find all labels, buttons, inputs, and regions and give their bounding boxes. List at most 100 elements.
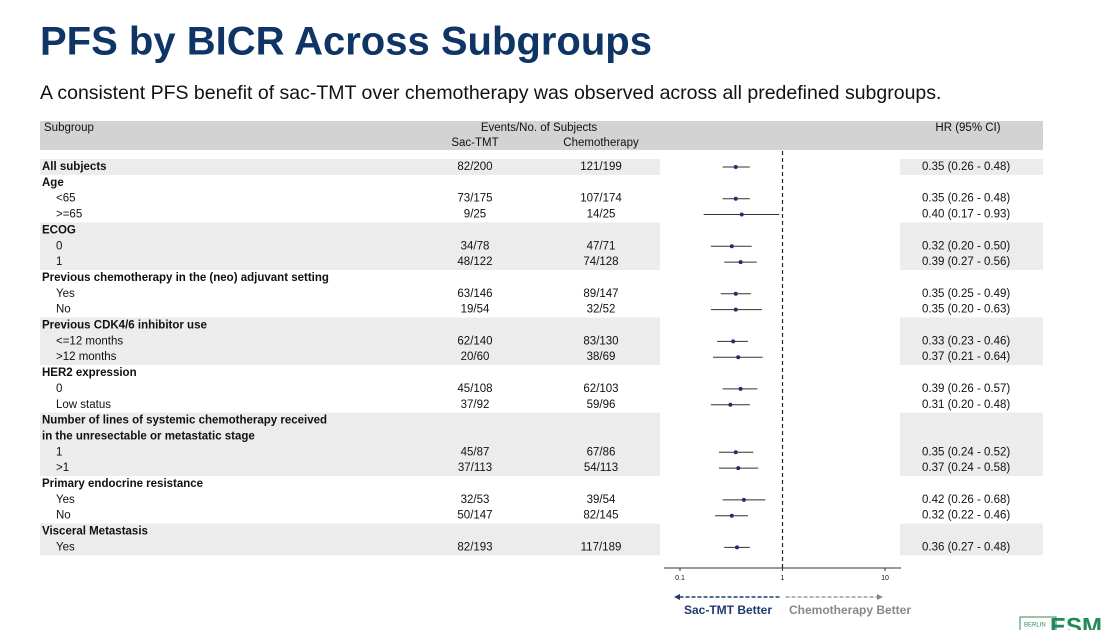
- hr-point: [735, 545, 740, 550]
- row-label: >=65: [56, 209, 82, 221]
- hr-label: 0.40 (0.17 - 0.93): [922, 209, 1010, 221]
- row-label: >1: [56, 462, 69, 474]
- hr-point: [736, 355, 741, 360]
- left-label: Sac-TMT Better: [684, 603, 772, 617]
- arm2-events: 47/71: [587, 240, 616, 252]
- hr-label: 0.35 (0.25 - 0.49): [922, 288, 1010, 300]
- arm2-events: 74/128: [583, 256, 618, 268]
- right-label: Chemotherapy Better: [789, 603, 911, 617]
- row-band: [900, 539, 1043, 556]
- hr-label: 0.35 (0.26 - 0.48): [922, 161, 1010, 173]
- left-arrowhead: [674, 594, 680, 600]
- row-label: Yes: [56, 288, 75, 300]
- hr-label: 0.33 (0.23 - 0.46): [922, 335, 1010, 347]
- arm2-events: 32/52: [587, 304, 616, 316]
- logo-box: [1019, 616, 1057, 630]
- arm2-events: 14/25: [587, 209, 616, 221]
- hr-label: 0.39 (0.26 - 0.57): [922, 383, 1010, 395]
- arm1-events: 82/200: [457, 161, 492, 173]
- row-band: [900, 444, 1043, 461]
- row-label: <=12 months: [56, 335, 123, 347]
- row-label: Yes: [56, 541, 75, 553]
- plot: All subjects 82/200 121/199 0.35 (0.26 - 0.…: [42, 151, 1010, 617]
- row-label: Low status: [56, 399, 111, 411]
- hr-label: 0.42 (0.26 - 0.68): [922, 494, 1010, 506]
- row-label: >12 months: [56, 351, 117, 363]
- arm2-events: 67/86: [587, 446, 616, 458]
- arm2-events: 107/174: [580, 193, 622, 205]
- row-band: [900, 460, 1043, 476]
- header-events: Events/No. of Subjects: [481, 122, 598, 134]
- hr-point: [739, 212, 744, 217]
- arm1-events: 62/140: [457, 335, 492, 347]
- arm1-events: 82/193: [457, 541, 492, 553]
- hr-point: [733, 196, 738, 201]
- hr-label: 0.37 (0.24 - 0.58): [922, 462, 1010, 474]
- header-band: [40, 121, 1043, 150]
- row-label: 1: [56, 446, 62, 458]
- arm1-events: 34/78: [461, 240, 490, 252]
- hr-point: [729, 513, 734, 518]
- hr-point: [733, 450, 738, 455]
- row-band: [900, 317, 1043, 334]
- row-band: [900, 333, 1043, 350]
- row-band: [40, 412, 660, 445]
- row-label: Previous chemotherapy in the (neo) adjuv…: [42, 272, 329, 284]
- row-label: <65: [56, 193, 76, 205]
- arm1-events: 19/54: [461, 304, 490, 316]
- row-band: [40, 460, 660, 476]
- row-label: No: [56, 304, 71, 316]
- row-band: [40, 444, 660, 461]
- arm2-events: 82/145: [583, 510, 618, 522]
- arm1-events: 20/60: [461, 351, 490, 363]
- arm2-events: 83/130: [583, 335, 618, 347]
- row-label: HER2 expression: [42, 367, 137, 379]
- header-hr: HR (95% CI): [935, 122, 1000, 134]
- row-label: Previous CDK4/6 inhibitor use: [42, 320, 207, 332]
- arm1-events: 63/146: [457, 288, 492, 300]
- arm2-events: 121/199: [580, 161, 622, 173]
- arm2-events: 39/54: [587, 494, 616, 506]
- hr-point: [738, 386, 743, 391]
- x-tick-label: 10: [881, 575, 889, 582]
- arm1-events: 48/122: [457, 256, 492, 268]
- hr-label: 0.39 (0.27 - 0.56): [922, 256, 1010, 268]
- hr-point: [736, 466, 741, 471]
- hr-label: 0.35 (0.20 - 0.63): [922, 304, 1010, 316]
- arm1-events: 45/108: [457, 383, 492, 395]
- row-label: 0: [56, 240, 62, 252]
- arm2-events: 62/103: [583, 383, 618, 395]
- title: PFS by BICR Across Subgroups: [40, 20, 652, 64]
- row-band: [40, 333, 660, 350]
- arm2-events: 117/189: [581, 541, 622, 553]
- arm2-events: 54/113: [584, 462, 618, 474]
- row-band: [900, 412, 1043, 445]
- hr-point: [733, 165, 738, 169]
- row-band: [900, 349, 1043, 366]
- x-tick-label: 0.1: [675, 575, 685, 582]
- row-label: 0: [56, 383, 62, 395]
- arm1-events: 37/113: [458, 462, 492, 474]
- logo-city: BERLIN: [1024, 623, 1046, 629]
- arm1-events: 50/147: [457, 510, 492, 522]
- arm2-events: 89/147: [583, 288, 618, 300]
- arm1-events: 45/87: [461, 446, 490, 458]
- hr-point: [729, 244, 734, 249]
- arm1-events: 9/25: [464, 209, 486, 221]
- hr-point: [728, 402, 733, 407]
- bands: [40, 159, 1043, 556]
- row-band: [900, 238, 1043, 255]
- row-band: [900, 254, 1043, 270]
- row-label: Age: [42, 177, 64, 189]
- hr-label: 0.31 (0.20 - 0.48): [922, 399, 1010, 411]
- row-band: [40, 254, 660, 270]
- row-band: [40, 539, 660, 556]
- row-label: in the unresectable or metastatic stage: [42, 430, 255, 442]
- hr-point: [731, 339, 736, 344]
- hr-label: 0.32 (0.20 - 0.50): [922, 240, 1010, 252]
- row-label: Number of lines of systemic chemotherapy…: [42, 415, 327, 427]
- arm1-events: 73/175: [457, 193, 492, 205]
- hr-label: 0.35 (0.24 - 0.52): [922, 446, 1010, 458]
- row-label: Yes: [56, 494, 75, 506]
